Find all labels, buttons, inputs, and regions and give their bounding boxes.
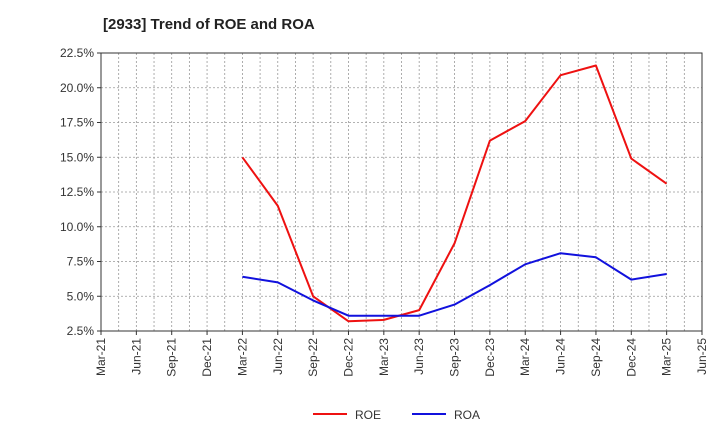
x-tick-label: Jun-25 <box>695 338 709 375</box>
y-tick-label: 7.5% <box>67 255 95 269</box>
y-axis: 2.5% 5.0% 7.5% 10.0% 12.5% 15.0% 17.5% 20.0% 22.… <box>60 46 101 338</box>
legend-label-roa: ROA <box>454 408 480 422</box>
y-tick-label: 10.0% <box>60 220 94 234</box>
x-axis: Mar-21 Jun-21 Sep-21 Dec-21 Mar-22 Jun-22 Sep-… <box>94 331 709 377</box>
x-tick-label: Dec-23 <box>483 338 497 377</box>
x-tick-label: Mar-23 <box>377 338 391 376</box>
x-tick-label: Mar-22 <box>235 338 249 376</box>
series-line-roa <box>242 252 667 317</box>
y-tick-label: 15.0% <box>60 150 94 164</box>
x-tick-label: Dec-22 <box>341 338 355 377</box>
x-tick-label: Jun-24 <box>554 338 568 375</box>
x-tick-label: Dec-21 <box>200 338 214 377</box>
chart-title: [2933] Trend of ROE and ROA <box>103 16 315 33</box>
series-line-roe <box>241 64 668 323</box>
y-tick-label: 5.0% <box>67 289 95 303</box>
x-tick-label: Jun-22 <box>271 338 285 375</box>
series-layer <box>241 64 668 323</box>
y-tick-label: 22.5% <box>60 46 94 60</box>
y-tick-label: 12.5% <box>60 185 94 199</box>
y-tick-label: 2.5% <box>67 324 95 338</box>
x-tick-label: Sep-22 <box>306 338 320 377</box>
legend: ROE ROA <box>313 408 480 422</box>
x-tick-label: Sep-24 <box>589 338 603 377</box>
x-tick-label: Sep-23 <box>448 338 462 377</box>
x-tick-label: Jun-23 <box>412 338 426 375</box>
x-tick-label: Mar-24 <box>518 338 532 376</box>
x-tick-label: Dec-24 <box>624 338 638 377</box>
x-tick-label: Jun-21 <box>129 338 143 375</box>
y-tick-label: 17.5% <box>60 116 94 130</box>
x-tick-label: Mar-25 <box>660 338 674 376</box>
y-tick-label: 20.0% <box>60 81 94 95</box>
legend-label-roe: ROE <box>355 408 381 422</box>
x-tick-label: Mar-21 <box>94 338 108 376</box>
x-tick-label: Sep-21 <box>165 338 179 377</box>
